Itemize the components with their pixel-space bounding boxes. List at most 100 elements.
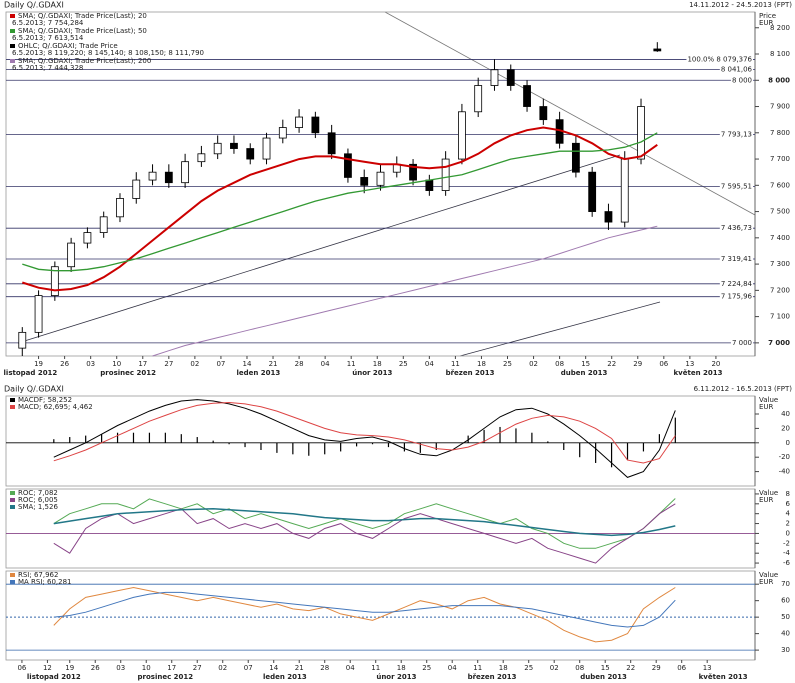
histogram-bar <box>148 432 151 443</box>
candle-body <box>278 127 287 139</box>
histogram-bar <box>579 442 581 458</box>
x-tick-label: 04 <box>448 664 457 672</box>
y-tick-label: 6 <box>786 500 791 508</box>
legend-label: MACDF; 58,252 <box>18 396 72 404</box>
histogram-bar <box>547 441 549 443</box>
level-label-bg <box>719 224 753 233</box>
histogram-bar <box>467 435 469 443</box>
histogram-bar <box>101 434 103 443</box>
axis-unit: EUR <box>759 496 774 504</box>
level-label-bg <box>719 279 753 288</box>
histogram-bar <box>260 442 262 450</box>
level-label: 7 000 <box>732 339 752 347</box>
candle-body <box>506 69 515 86</box>
histogram-bar <box>244 442 246 448</box>
candle-body <box>637 106 645 160</box>
series-line <box>53 591 676 628</box>
histogram-bar <box>355 442 358 447</box>
legend-label: OHLC; Q/.GDAXI; Trade Price <box>18 42 118 50</box>
y-tick-label: -40 <box>779 468 790 476</box>
x-group-label: leden 2013 <box>263 673 307 681</box>
x-tick-label: 15 <box>601 664 610 672</box>
legend-label: SMA; 1,526 <box>18 503 58 511</box>
x-tick-label: 02 <box>529 360 538 368</box>
series-line <box>53 503 676 564</box>
axis-title: Value <box>759 489 778 497</box>
x-tick-label: 17 <box>138 360 147 368</box>
x-group-label: prosinec 2012 <box>100 369 156 377</box>
y-tick-label: 20 <box>781 424 790 432</box>
series-line <box>53 498 676 549</box>
series-line <box>22 132 658 272</box>
histogram-bar <box>116 432 119 443</box>
histogram-bar <box>515 428 517 443</box>
histogram-bar <box>324 442 326 455</box>
x-tick-label: 14 <box>269 664 278 672</box>
legend-swatch <box>10 505 15 509</box>
histogram-bar <box>308 442 310 456</box>
level-label: 7 595,51 <box>721 182 752 190</box>
candle-body <box>474 85 483 113</box>
level-label-bg <box>730 338 753 347</box>
candle-body <box>458 111 466 160</box>
candle-body <box>262 137 271 160</box>
histogram-bar <box>53 439 55 443</box>
series-line <box>53 586 676 643</box>
candle-body <box>34 295 43 333</box>
legend-value: 6.5.2013; 7 754,284 <box>12 19 84 27</box>
x-tick-label: 18 <box>499 664 508 672</box>
x-tick-label: 11 <box>347 360 356 368</box>
histogram-bar <box>212 440 214 443</box>
candle-body <box>50 266 59 297</box>
y-tick-label: 7 300 <box>770 260 790 268</box>
series-line <box>53 401 676 464</box>
candle-body <box>409 163 417 181</box>
x-tick-label: 10 <box>112 360 121 368</box>
y-tick-label: 7 000 <box>768 339 790 347</box>
level-label-bg <box>719 130 753 139</box>
series-line <box>53 508 676 537</box>
y-tick-label: 7 700 <box>770 155 790 163</box>
y-tick-label: 7 500 <box>770 208 790 216</box>
x-tick-label: 07 <box>216 360 225 368</box>
axis-unit: EUR <box>759 19 774 27</box>
legend-swatch <box>10 573 15 577</box>
date-range: 6.11.2012 - 16.5.2013 (FPT) <box>694 385 793 393</box>
trend-line <box>384 11 756 216</box>
histogram-bar <box>658 434 660 443</box>
x-tick-label: 06 <box>659 360 668 368</box>
histogram-bar <box>419 442 421 453</box>
x-tick-label: 10 <box>142 664 151 672</box>
legend-swatch <box>10 405 15 409</box>
series-line <box>53 399 676 478</box>
x-group-label: květen 2013 <box>699 673 748 681</box>
legend-swatch <box>10 44 15 48</box>
candle-body <box>18 331 27 349</box>
y-tick-label: 30 <box>781 646 790 654</box>
y-tick-label: 60 <box>781 597 790 605</box>
level-label: 7 175,96 <box>721 293 753 301</box>
legend-label: MA RSI; 60,281 <box>18 578 72 586</box>
candle-body <box>327 132 336 155</box>
x-tick-label: 27 <box>164 360 173 368</box>
x-tick-label: 08 <box>555 360 564 368</box>
histogram-bar <box>595 442 597 463</box>
x-tick-label: 03 <box>116 664 125 672</box>
y-tick-label: 7 800 <box>770 129 790 137</box>
y-tick-label: 0 <box>786 439 790 447</box>
level-label-bg <box>719 65 753 74</box>
x-tick-label: 14 <box>243 360 252 368</box>
x-tick-label: 25 <box>524 664 533 672</box>
x-tick-label: 22 <box>626 664 635 672</box>
x-tick-label: 04 <box>321 360 330 368</box>
histogram-bar <box>292 442 294 455</box>
candle-body <box>116 198 124 218</box>
histogram-bar <box>196 437 198 443</box>
x-tick-label: 18 <box>477 360 486 368</box>
level-label-bg <box>686 55 753 64</box>
level-label: 100.0% 8 079,376 <box>687 55 752 63</box>
candle-body <box>490 69 499 86</box>
